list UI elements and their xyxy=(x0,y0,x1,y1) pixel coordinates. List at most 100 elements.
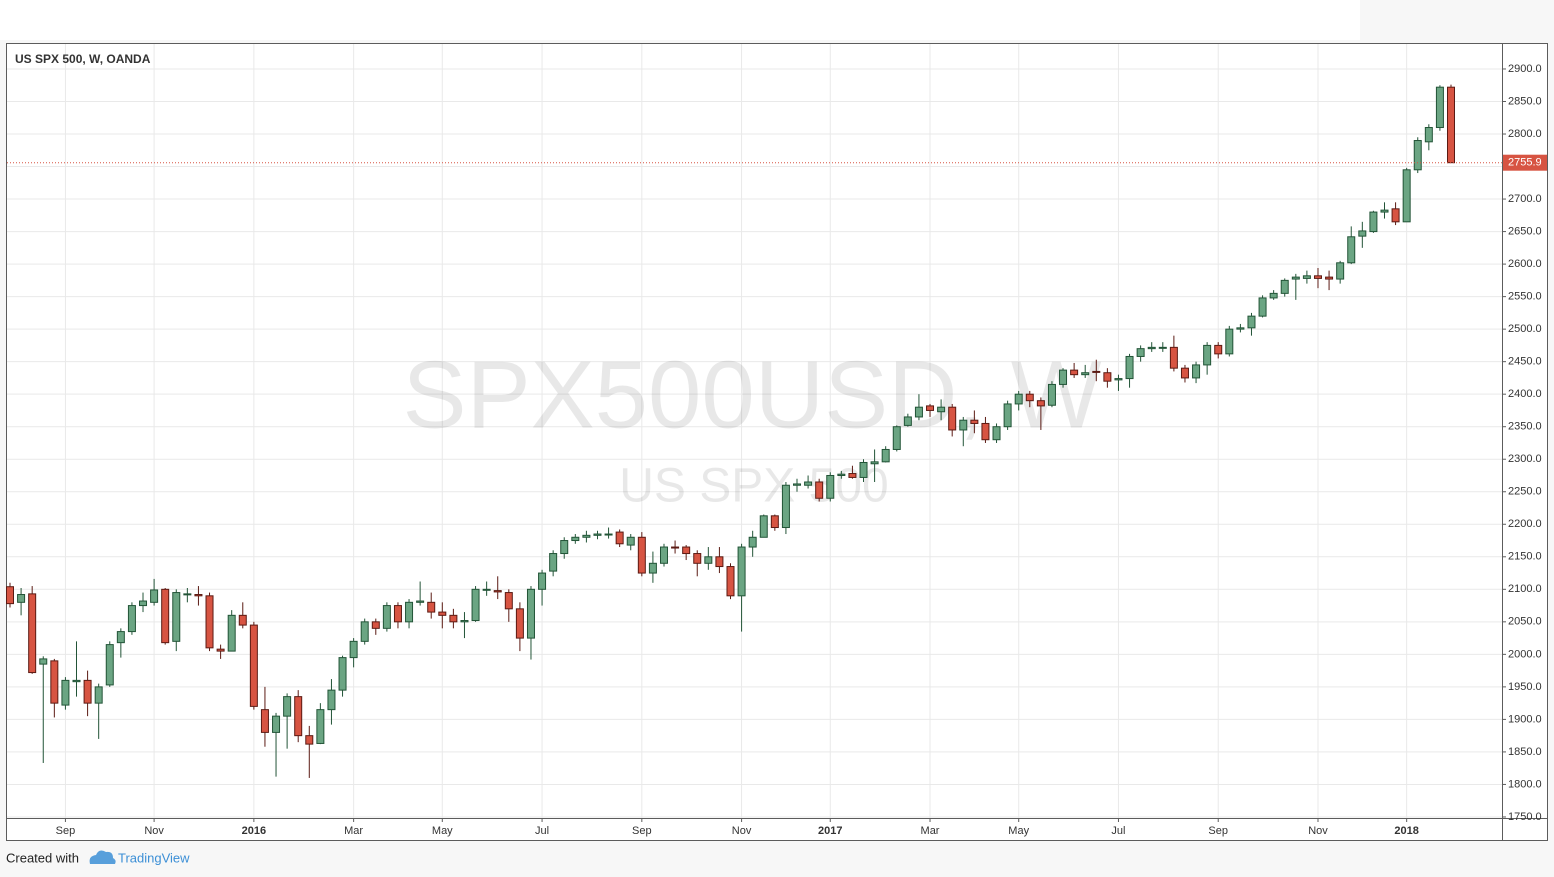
candle-body xyxy=(992,426,1001,441)
candle-body xyxy=(1114,378,1123,381)
candle-body xyxy=(1347,236,1356,264)
candle-body xyxy=(826,474,835,499)
candle-body xyxy=(1003,403,1012,428)
candle-body xyxy=(892,426,901,450)
axes: 1750.0 1800.0 1850.0 1900.0 1950.0 2000.0 2050… xyxy=(56,63,1547,837)
x-tick-label: Nov xyxy=(1308,825,1328,837)
candle-body xyxy=(1225,328,1234,355)
y-tick-label: 2600.0 xyxy=(1508,258,1542,270)
candle-body xyxy=(1280,279,1289,294)
candle-body xyxy=(704,556,713,564)
candle-body xyxy=(460,620,469,623)
y-tick-label: 1900.0 xyxy=(1508,713,1542,725)
y-tick-label: 2800.0 xyxy=(1508,128,1542,140)
candle-body xyxy=(1424,127,1433,143)
candle-body xyxy=(1435,86,1444,129)
candle-body xyxy=(748,536,757,548)
candle-body xyxy=(1247,315,1256,329)
y-tick-label: 2200.0 xyxy=(1508,518,1542,530)
footer-text: Created with xyxy=(6,850,79,865)
y-tick-label: 2850.0 xyxy=(1508,95,1542,107)
candle-body xyxy=(371,621,380,629)
candle-body xyxy=(1103,372,1112,382)
candle-body xyxy=(349,640,358,659)
candle-body xyxy=(17,594,26,603)
candle-body xyxy=(582,534,591,538)
footer-brand[interactable]: TradingView xyxy=(118,850,190,865)
x-tick-label: Sep xyxy=(56,825,76,837)
candle-body xyxy=(682,546,691,555)
candle-body xyxy=(1236,327,1245,330)
candle-body xyxy=(881,448,890,463)
candle-body xyxy=(39,658,48,665)
candle-body xyxy=(283,696,292,717)
candle-body xyxy=(416,600,425,603)
candle-body xyxy=(94,686,103,704)
candle-body xyxy=(1447,86,1455,164)
x-tick-label: Mar xyxy=(344,825,363,837)
y-tick-label: 2550.0 xyxy=(1508,291,1542,303)
candle-body xyxy=(1192,364,1201,379)
candle-body xyxy=(549,553,558,572)
x-tick-label: Sep xyxy=(1208,825,1228,837)
candle-body xyxy=(1180,367,1189,379)
candle-body xyxy=(848,473,857,478)
y-tick-label: 1750.0 xyxy=(1508,811,1542,823)
candle-body xyxy=(1036,400,1045,407)
candle-body xyxy=(926,405,935,411)
candle-body xyxy=(150,589,159,603)
x-tick-label: 2017 xyxy=(818,825,842,837)
candle-body xyxy=(1402,169,1411,223)
candle-body xyxy=(139,600,148,607)
y-tick-label: 2400.0 xyxy=(1508,388,1542,400)
y-tick-label: 2650.0 xyxy=(1508,225,1542,237)
candle-body xyxy=(715,556,724,568)
candle-body xyxy=(1125,355,1134,380)
candle-body xyxy=(1214,344,1223,355)
candle-body xyxy=(272,715,281,733)
candle-body xyxy=(294,696,303,737)
candle-body xyxy=(937,406,946,413)
y-tick-label: 2000.0 xyxy=(1508,648,1542,660)
candle-body xyxy=(615,531,624,545)
candle-body xyxy=(1136,348,1145,357)
candle-body xyxy=(1358,230,1367,237)
candle-body xyxy=(1092,370,1101,373)
candle-body xyxy=(1369,211,1378,233)
x-tick-label: Jul xyxy=(535,825,549,837)
candle-body xyxy=(1391,208,1400,223)
y-tick-label: 2050.0 xyxy=(1508,616,1542,628)
candle-body xyxy=(305,735,314,745)
candle-body xyxy=(438,611,447,616)
candle-body xyxy=(1380,209,1389,213)
candle-body xyxy=(427,601,436,613)
y-tick-label: 2700.0 xyxy=(1508,193,1542,205)
last-price-label: 2755.9 xyxy=(1508,157,1542,169)
last-price-tag xyxy=(1503,154,1547,171)
candle-body xyxy=(948,406,957,431)
candle-body xyxy=(1059,369,1068,385)
tradingview-logo xyxy=(89,850,116,864)
candle-body xyxy=(737,546,746,597)
candle-body xyxy=(903,416,912,426)
candle-body xyxy=(1325,276,1334,280)
candle-body xyxy=(837,473,846,476)
x-tick-label: 2016 xyxy=(242,825,266,837)
candle-body xyxy=(804,481,813,486)
candle-body xyxy=(859,461,868,478)
candle-body xyxy=(449,614,458,623)
y-tick-label: 2100.0 xyxy=(1508,583,1542,595)
chart-title: US SPX 500, W, OANDA xyxy=(15,52,151,66)
y-tick-label: 2150.0 xyxy=(1508,551,1542,563)
x-tick-label: Nov xyxy=(732,825,752,837)
y-tick-label: 2350.0 xyxy=(1508,421,1542,433)
candle-body xyxy=(626,536,635,546)
y-tick-label: 2900.0 xyxy=(1508,63,1542,75)
candle-body xyxy=(1302,275,1311,279)
candle-body xyxy=(1258,297,1267,317)
candle-body xyxy=(1025,393,1034,402)
candle-body xyxy=(360,621,369,642)
candle-body xyxy=(1158,346,1167,349)
candle-body xyxy=(161,588,170,644)
